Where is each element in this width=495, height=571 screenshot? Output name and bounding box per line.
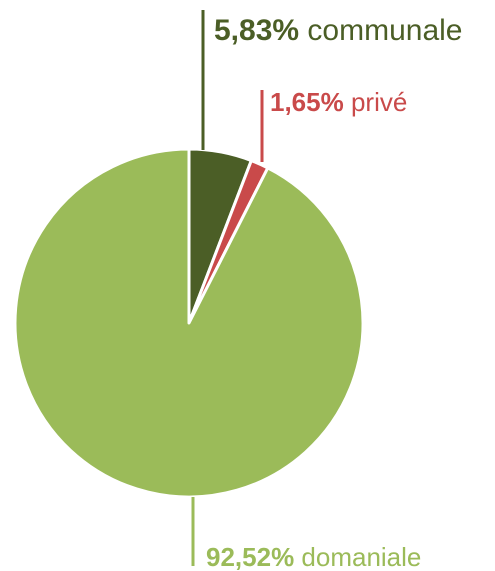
- leader-lines: [191, 10, 264, 566]
- slice-percent-label: 5,83%: [214, 14, 299, 47]
- slice-percent-label: 1,65%: [270, 87, 344, 117]
- slice-name-label: communale: [299, 14, 462, 47]
- slice-name-label: domaniale: [294, 542, 421, 571]
- slice-name-label: privé: [344, 87, 408, 117]
- slice-label-communale: 5,83% communale: [214, 14, 462, 47]
- slice-percent-label: 92,52%: [206, 542, 294, 571]
- slice-labels: 5,83% communale 1,65% privé 92,52% domania…: [206, 14, 462, 571]
- slice-label-domaniale: 92,52% domaniale: [206, 542, 421, 571]
- pie-slices: [13, 147, 365, 499]
- slice-label-privé: 1,65% privé: [270, 87, 407, 117]
- pie-slice-domaniale: [13, 147, 365, 499]
